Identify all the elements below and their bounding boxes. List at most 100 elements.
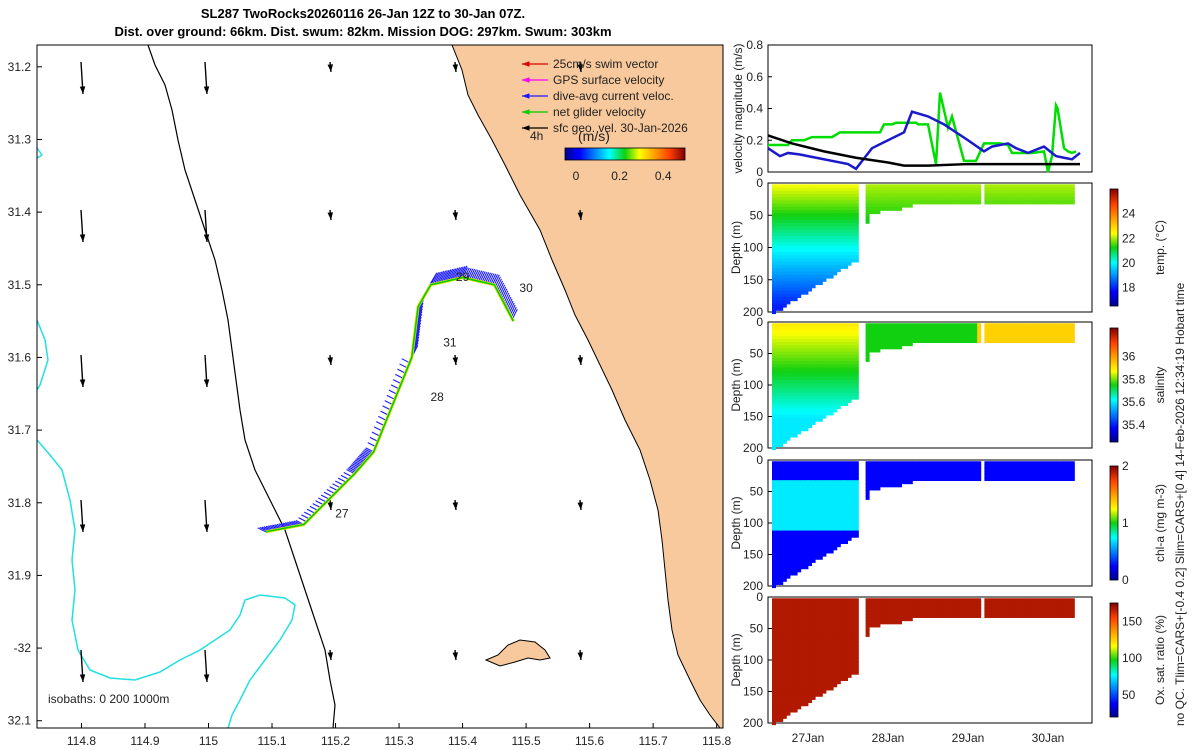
profile-sample	[934, 601, 938, 606]
profile-sample	[826, 370, 830, 375]
profile-sample	[815, 408, 820, 413]
isobath-1000	[37, 147, 296, 728]
profile-sample	[948, 461, 953, 466]
profile-sample	[786, 610, 791, 615]
profile-sample	[808, 229, 812, 234]
profile-sample	[815, 607, 820, 612]
profile-sample	[944, 470, 949, 475]
profile-sample	[818, 477, 823, 482]
profile-sample	[959, 197, 964, 202]
profile-sample	[977, 329, 982, 334]
profile-sample	[847, 323, 852, 328]
profile-sample	[808, 284, 812, 289]
profile-sample	[937, 193, 942, 198]
profile-sample	[966, 323, 971, 328]
profile-sample	[793, 568, 798, 573]
profile-sample	[847, 654, 852, 659]
profile-sample	[804, 562, 809, 567]
profile-sample	[790, 705, 794, 710]
profile-sample	[793, 323, 798, 328]
profile-sample	[887, 477, 892, 482]
profile-sample	[772, 533, 776, 538]
geo-vel-arrow-head	[452, 64, 458, 72]
profile-sample	[854, 187, 859, 192]
profile-sample	[833, 464, 838, 469]
land-mass	[451, 45, 723, 728]
profile-sample	[793, 623, 798, 628]
profile-sample	[779, 430, 784, 435]
profile-sample	[998, 467, 1003, 472]
profile-sample	[930, 610, 935, 615]
profile-sample	[991, 193, 996, 198]
profile-sample	[811, 229, 816, 234]
profile-sample	[829, 461, 834, 466]
profile-sample	[1009, 598, 1014, 603]
profile-sample	[1027, 193, 1032, 198]
profile-sample	[890, 339, 895, 344]
profile-sample	[808, 411, 812, 416]
profile-sample	[984, 614, 989, 619]
profile-sample	[1060, 187, 1064, 192]
profile-sample	[779, 536, 784, 541]
profile-sample	[973, 187, 978, 192]
profile-sample	[804, 373, 809, 378]
profile-sample	[977, 190, 982, 195]
profile-sample	[854, 473, 859, 478]
profile-sample	[851, 339, 856, 344]
profile-sample	[790, 242, 794, 247]
profile-sample	[926, 598, 931, 603]
profile-sample	[880, 620, 884, 625]
profile-sample	[804, 702, 809, 707]
profile-sample	[995, 190, 1000, 195]
profile-sample	[908, 610, 913, 615]
profile-sample	[847, 517, 852, 522]
profile-sample	[930, 190, 935, 195]
profile-sample	[808, 200, 812, 205]
profile-sample	[847, 203, 852, 208]
profile-sample	[818, 601, 823, 606]
profile-sample	[772, 281, 776, 286]
profile-sample	[1049, 470, 1054, 475]
profile-sample	[829, 489, 834, 494]
profile-sample	[797, 290, 802, 295]
profile-sample	[1016, 598, 1021, 603]
profile-sample	[815, 395, 820, 400]
profile-sample	[1002, 187, 1007, 192]
profile-sample	[836, 222, 841, 227]
profile-sample	[833, 651, 838, 656]
colorbar-tick-label: 1	[1122, 516, 1129, 530]
profile-sample	[818, 184, 823, 189]
profile-sample	[793, 527, 798, 532]
profile-sample	[1027, 184, 1032, 189]
profile-sample	[790, 461, 794, 466]
profile-sample	[941, 184, 946, 189]
profile-sample	[1070, 326, 1075, 331]
profile-sample	[808, 213, 812, 218]
profile-sample	[804, 467, 809, 472]
map-x-tick-label: 115.8	[702, 734, 731, 748]
profile-sample	[826, 623, 830, 628]
profile-sample	[782, 354, 787, 359]
profile-sample	[772, 711, 776, 716]
profile-sample	[826, 405, 830, 410]
profile-sample	[808, 645, 812, 650]
profile-sample	[775, 252, 780, 257]
profile-sample	[919, 473, 924, 478]
profile-sample	[808, 329, 812, 334]
profile-sample	[779, 290, 784, 295]
profile-sample	[779, 552, 784, 557]
profile-sample	[804, 281, 809, 286]
profile-sample	[890, 184, 895, 189]
profile-sample	[948, 326, 953, 331]
profile-sample	[793, 540, 798, 545]
profile-sample	[818, 242, 823, 247]
profile-sample	[818, 607, 823, 612]
profile-sample	[818, 210, 823, 215]
profile-sample	[772, 661, 776, 666]
profile-sample	[790, 632, 794, 637]
profile-sample	[782, 486, 787, 491]
profile-sample	[851, 614, 856, 619]
profile-sample	[833, 530, 838, 535]
profile-sample	[1027, 614, 1032, 619]
profile-sample	[775, 499, 780, 504]
